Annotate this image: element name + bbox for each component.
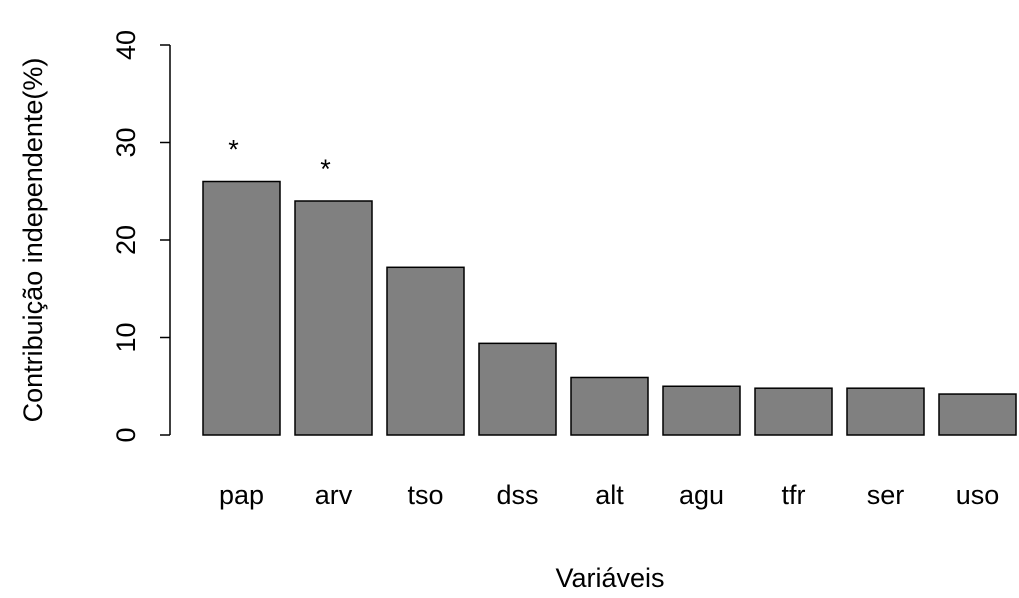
x-tick-label: arv bbox=[315, 480, 353, 510]
y-tick-label: 10 bbox=[111, 322, 141, 352]
bar bbox=[478, 342, 557, 436]
x-tick-label: tfr bbox=[782, 480, 806, 510]
x-tick-label: alt bbox=[595, 480, 624, 510]
bar bbox=[846, 387, 925, 436]
y-tick-label: 40 bbox=[111, 30, 141, 60]
x-tick-label: ser bbox=[867, 480, 905, 510]
annotation: * bbox=[320, 154, 331, 184]
x-tick-label: dss bbox=[496, 480, 538, 510]
x-tick-label: tso bbox=[407, 480, 443, 510]
bar bbox=[570, 376, 649, 436]
annotation: * bbox=[228, 135, 239, 165]
y-tick-label: 20 bbox=[111, 225, 141, 255]
y-tick-label: 0 bbox=[111, 427, 141, 442]
bar bbox=[386, 266, 465, 436]
x-tick-label: uso bbox=[956, 480, 1000, 510]
x-axis-label: Variáveis bbox=[555, 563, 664, 593]
bar bbox=[938, 393, 1017, 436]
y-tick-label: 30 bbox=[111, 127, 141, 157]
bar bbox=[202, 180, 281, 436]
bar bbox=[662, 385, 741, 436]
x-tick-label: pap bbox=[219, 480, 264, 510]
bar bbox=[294, 200, 373, 436]
bar bbox=[754, 387, 833, 436]
x-tick-label: agu bbox=[679, 480, 724, 510]
y-axis-label: Contribuição independente(%) bbox=[18, 58, 48, 423]
